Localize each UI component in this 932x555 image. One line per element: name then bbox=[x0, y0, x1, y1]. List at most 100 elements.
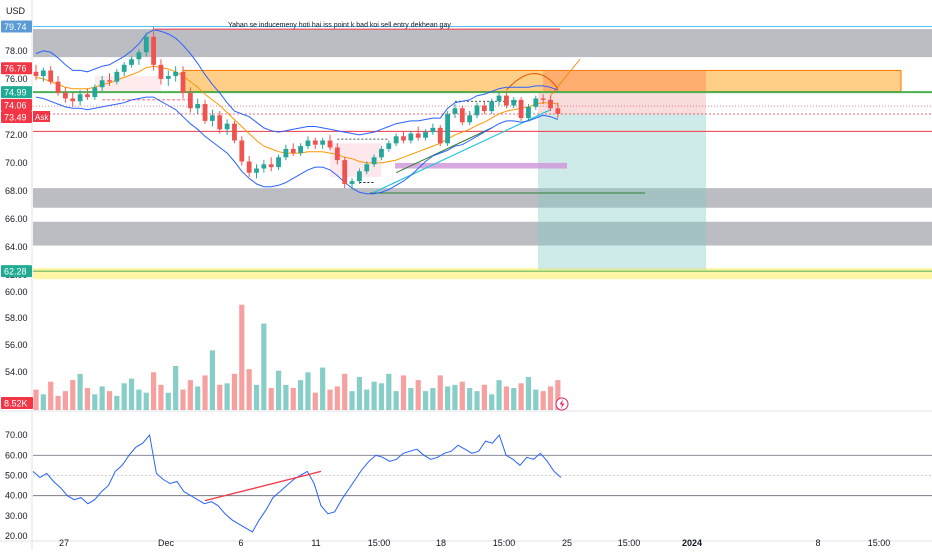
volume-bar[interactable] bbox=[555, 380, 561, 410]
candle-body[interactable] bbox=[239, 140, 245, 162]
volume-bar[interactable] bbox=[114, 395, 120, 410]
candle-body[interactable] bbox=[195, 104, 201, 109]
volume-bar[interactable] bbox=[209, 350, 215, 410]
candle-body[interactable] bbox=[481, 105, 487, 112]
volume-bar[interactable] bbox=[128, 378, 135, 410]
candle-body[interactable] bbox=[489, 101, 495, 112]
candle-body[interactable] bbox=[357, 171, 362, 182]
candle-body[interactable] bbox=[107, 80, 112, 82]
volume-bar[interactable] bbox=[511, 388, 517, 410]
volume-bar[interactable] bbox=[290, 388, 296, 410]
candle-body[interactable] bbox=[77, 94, 83, 102]
candle-body[interactable] bbox=[555, 108, 561, 114]
candle-body[interactable] bbox=[533, 98, 539, 107]
volume-bar[interactable] bbox=[400, 375, 407, 410]
candle-body[interactable] bbox=[63, 92, 68, 99]
volume-bar[interactable] bbox=[165, 392, 171, 410]
candle-body[interactable] bbox=[232, 123, 237, 141]
volume-bar[interactable] bbox=[503, 386, 509, 410]
volume-bar[interactable] bbox=[253, 384, 260, 410]
candle-body[interactable] bbox=[474, 105, 480, 116]
candle-body[interactable] bbox=[467, 115, 473, 123]
candle-body[interactable] bbox=[548, 99, 553, 109]
volume-bar[interactable] bbox=[415, 380, 421, 410]
volume-bar[interactable] bbox=[312, 392, 318, 410]
volume-bar[interactable] bbox=[540, 391, 546, 410]
volume-bar[interactable] bbox=[99, 386, 105, 410]
candle-body[interactable] bbox=[151, 36, 156, 65]
candle-body[interactable] bbox=[129, 59, 134, 65]
candle-body[interactable] bbox=[379, 148, 384, 158]
volume-bar[interactable] bbox=[452, 384, 458, 410]
candle-body[interactable] bbox=[430, 127, 436, 133]
volume-bar[interactable] bbox=[275, 370, 282, 410]
candle-body[interactable] bbox=[99, 80, 105, 88]
volume-bar[interactable] bbox=[246, 369, 252, 410]
volume-bar[interactable] bbox=[386, 373, 392, 410]
volume-bar[interactable] bbox=[283, 384, 289, 410]
volume-bar[interactable] bbox=[158, 384, 164, 410]
candle-body[interactable] bbox=[526, 106, 531, 119]
volume-bar[interactable] bbox=[342, 373, 348, 410]
volume-bar[interactable] bbox=[33, 389, 39, 410]
volume-bar[interactable] bbox=[489, 394, 495, 410]
candle-body[interactable] bbox=[254, 168, 259, 173]
candle-body[interactable] bbox=[114, 71, 120, 82]
candle-body[interactable] bbox=[210, 115, 215, 121]
volume-bar[interactable] bbox=[239, 304, 245, 410]
volume-bar[interactable] bbox=[430, 388, 436, 410]
volume-bar[interactable] bbox=[121, 383, 127, 410]
candle-body[interactable] bbox=[496, 95, 502, 102]
volume-bar[interactable] bbox=[378, 383, 385, 410]
volume-bar[interactable] bbox=[356, 377, 362, 410]
candle-body[interactable] bbox=[327, 140, 333, 148]
volume-bar[interactable] bbox=[173, 366, 179, 410]
volume-bar[interactable] bbox=[459, 381, 465, 410]
candle-body[interactable] bbox=[283, 148, 289, 158]
candle-body[interactable] bbox=[55, 81, 61, 93]
candle-body[interactable] bbox=[334, 147, 340, 161]
candle-body[interactable] bbox=[261, 164, 267, 169]
volume-bar[interactable] bbox=[327, 389, 333, 410]
candle-body[interactable] bbox=[121, 64, 127, 72]
volume-bar[interactable] bbox=[422, 391, 429, 410]
candle-body[interactable] bbox=[33, 71, 39, 77]
candle-body[interactable] bbox=[349, 181, 355, 184]
volume-bar[interactable] bbox=[261, 323, 267, 410]
volume-bar[interactable] bbox=[474, 391, 480, 410]
volume-bar[interactable] bbox=[445, 386, 451, 410]
volume-bar[interactable] bbox=[525, 377, 532, 410]
candle-body[interactable] bbox=[408, 133, 414, 141]
candle-body[interactable] bbox=[246, 161, 252, 173]
volume-bar[interactable] bbox=[481, 384, 487, 410]
candle-body[interactable] bbox=[452, 108, 458, 114]
candle-body[interactable] bbox=[312, 140, 318, 145]
volume-bar[interactable] bbox=[437, 375, 443, 410]
volume-bar[interactable] bbox=[136, 389, 142, 410]
candle-body[interactable] bbox=[48, 70, 54, 82]
volume-bar[interactable] bbox=[62, 391, 68, 410]
volume-bar[interactable] bbox=[84, 388, 91, 410]
volume-bar[interactable] bbox=[496, 380, 502, 410]
volume-bar[interactable] bbox=[224, 383, 230, 410]
candle-body[interactable] bbox=[364, 164, 370, 172]
volume-bar[interactable] bbox=[70, 380, 76, 410]
candle-body[interactable] bbox=[342, 160, 348, 184]
candle-body[interactable] bbox=[437, 127, 443, 144]
volume-bar[interactable] bbox=[187, 380, 193, 410]
volume-bar[interactable] bbox=[48, 381, 54, 410]
candle-body[interactable] bbox=[518, 99, 524, 119]
volume-bar[interactable] bbox=[393, 391, 399, 410]
volume-bar[interactable] bbox=[467, 388, 473, 410]
candle-body[interactable] bbox=[85, 94, 90, 98]
candle-body[interactable] bbox=[268, 164, 274, 168]
candle-body[interactable] bbox=[393, 136, 399, 144]
volume-bar[interactable] bbox=[77, 373, 83, 410]
volume-bar[interactable] bbox=[55, 395, 61, 410]
candle-body[interactable] bbox=[165, 76, 171, 79]
candle-body[interactable] bbox=[401, 136, 406, 141]
candle-body[interactable] bbox=[511, 99, 517, 106]
volume-bar[interactable] bbox=[195, 386, 201, 410]
candle-body[interactable] bbox=[180, 71, 186, 93]
